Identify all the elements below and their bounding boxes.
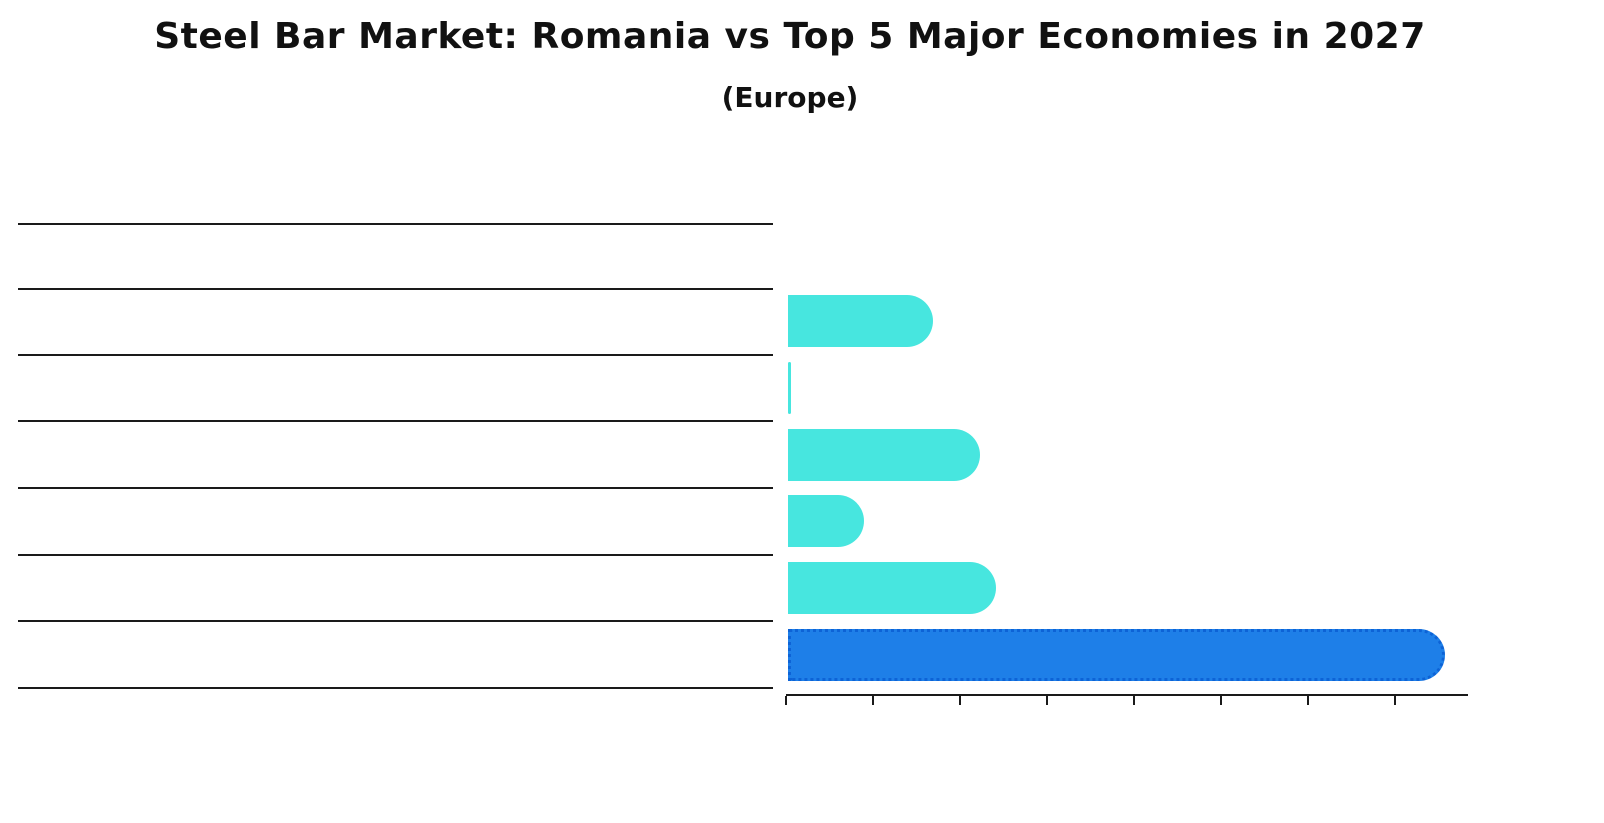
table-cell-country: [5, 355, 285, 422]
x-axis-tick: [1307, 696, 1309, 705]
table-header-cell: [505, 223, 785, 288]
table-cell-life_cycle: [505, 355, 785, 422]
x-axis-tick: [785, 696, 787, 705]
x-axis-line: [786, 694, 1468, 696]
table-top-rule: [18, 223, 773, 225]
table-cell-product: [255, 421, 535, 488]
table-cell-life_cycle: [505, 621, 785, 688]
table-cell-product: [255, 621, 535, 688]
table-cell-country: [5, 621, 285, 688]
table-cell-product: [255, 355, 535, 422]
table-cell-country: [5, 488, 285, 555]
x-axis-tick: [1046, 696, 1048, 705]
table-header-rule: [18, 288, 773, 290]
table-cell-life_cycle: [505, 288, 785, 355]
chart-title: Steel Bar Market: Romania vs Top 5 Major…: [154, 16, 1426, 57]
table-cell-product: [255, 288, 535, 355]
bar: [788, 562, 996, 614]
table-cell-product: [255, 555, 535, 622]
row-separator-rule: [18, 687, 773, 689]
x-axis-tick: [1220, 696, 1222, 705]
row-separator-rule: [18, 420, 773, 422]
bar: [788, 495, 864, 547]
x-axis-tick: [1133, 696, 1135, 705]
chart-subtitle: (Europe): [721, 81, 859, 114]
table-cell-country: [5, 288, 285, 355]
table-cell-life_cycle: [505, 555, 785, 622]
table-cell-life_cycle: [505, 421, 785, 488]
bar: [788, 429, 980, 481]
table-cell-product: [255, 488, 535, 555]
row-separator-rule: [18, 354, 773, 356]
table-cell-country: [5, 555, 285, 622]
bar-highlight: [788, 629, 1445, 681]
bar: [788, 362, 791, 414]
table-cell-country: [5, 421, 285, 488]
x-axis-tick: [1394, 696, 1396, 705]
table-cell-life_cycle: [505, 488, 785, 555]
x-axis-tick: [872, 696, 874, 705]
x-axis-tick: [959, 696, 961, 705]
row-separator-rule: [18, 487, 773, 489]
bar: [788, 295, 933, 347]
table-header-cell: [5, 223, 285, 288]
row-separator-rule: [18, 620, 773, 622]
table-header-cell: [255, 223, 535, 288]
row-separator-rule: [18, 554, 773, 556]
